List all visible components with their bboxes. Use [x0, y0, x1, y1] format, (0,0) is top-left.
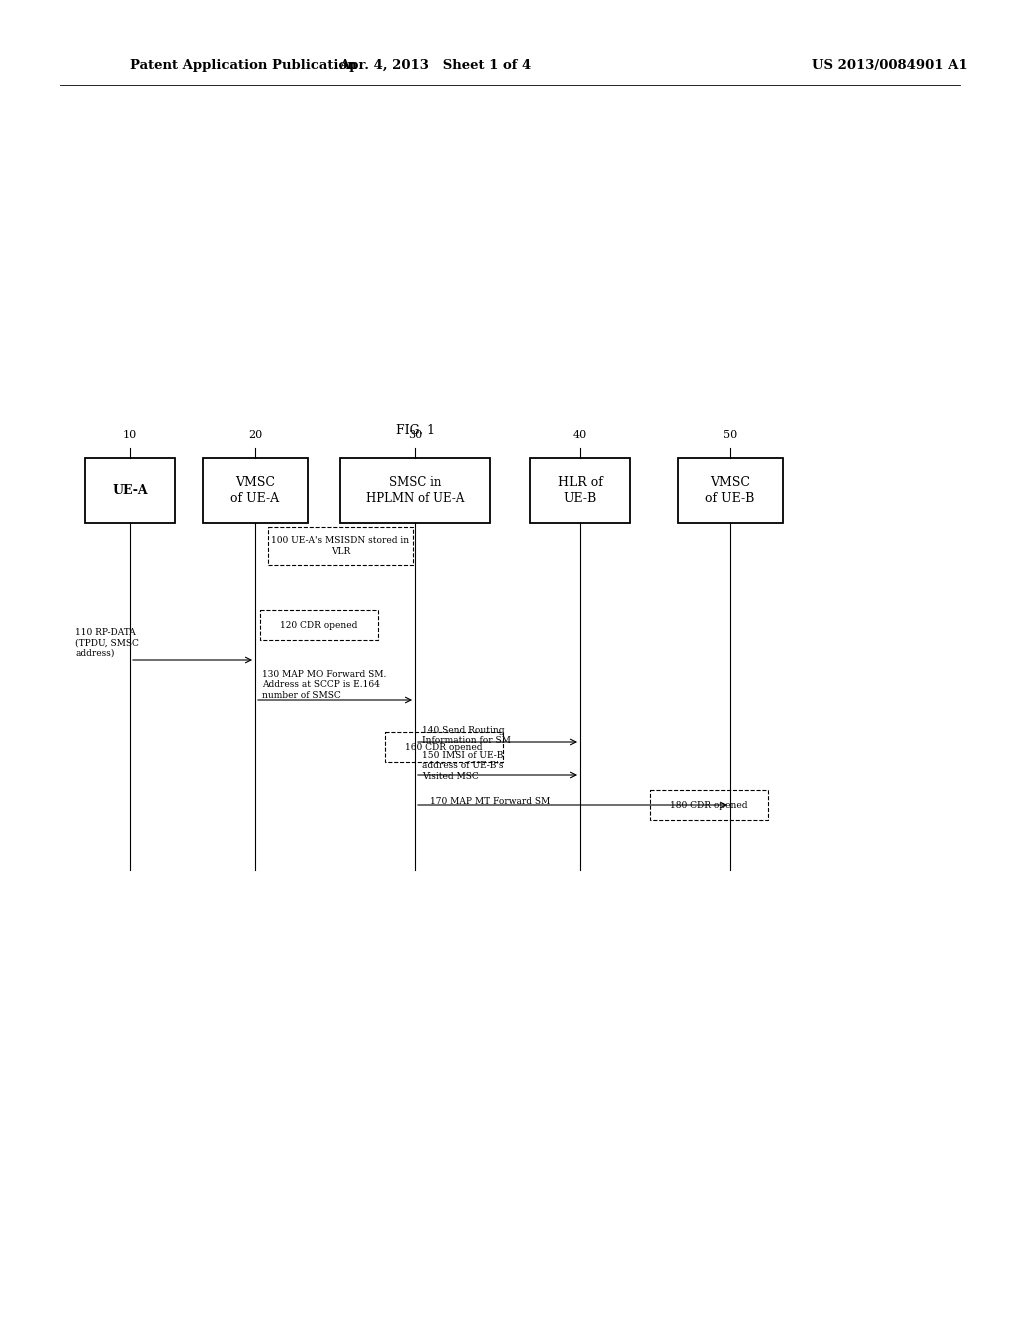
Text: 130 MAP MO Forward SM.
Address at SCCP is E.164
number of SMSC: 130 MAP MO Forward SM. Address at SCCP i…	[262, 671, 386, 700]
Text: 50: 50	[723, 430, 737, 441]
Text: 180 CDR opened: 180 CDR opened	[671, 800, 748, 809]
Bar	[260, 610, 378, 640]
Text: VMSC
of UE-B: VMSC of UE-B	[706, 475, 755, 504]
Bar	[678, 458, 782, 523]
Bar	[203, 458, 307, 523]
Text: UE-A: UE-A	[113, 483, 147, 496]
Bar	[650, 789, 768, 820]
Text: 10: 10	[123, 430, 137, 441]
Text: 20: 20	[248, 430, 262, 441]
Text: 120 CDR opened: 120 CDR opened	[281, 620, 357, 630]
Text: Patent Application Publication: Patent Application Publication	[130, 58, 356, 71]
Text: FIG. 1: FIG. 1	[395, 424, 434, 437]
Bar	[530, 458, 630, 523]
Text: US 2013/0084901 A1: US 2013/0084901 A1	[812, 58, 968, 71]
Text: 150 IMSI of UE-B
address of UE-B's
Visited MSC: 150 IMSI of UE-B address of UE-B's Visit…	[422, 751, 504, 781]
Bar	[385, 733, 503, 762]
Text: 110 RP-DATA
(TPDU, SMSC
address): 110 RP-DATA (TPDU, SMSC address)	[75, 628, 139, 657]
Text: 160 CDR opened: 160 CDR opened	[406, 742, 482, 751]
Bar	[340, 458, 490, 523]
Text: 170 MAP MT Forward SM: 170 MAP MT Forward SM	[430, 797, 550, 807]
Text: 30: 30	[408, 430, 422, 441]
Text: 100 UE-A's MSISDN stored in
VLR: 100 UE-A's MSISDN stored in VLR	[271, 536, 410, 556]
Bar	[85, 458, 175, 523]
Text: SMSC in
HPLMN of UE-A: SMSC in HPLMN of UE-A	[366, 475, 464, 504]
Text: VMSC
of UE-A: VMSC of UE-A	[230, 475, 280, 504]
Text: Apr. 4, 2013   Sheet 1 of 4: Apr. 4, 2013 Sheet 1 of 4	[339, 58, 531, 71]
Text: HLR of
UE-B: HLR of UE-B	[557, 475, 602, 504]
Text: 140 Send Routing
Information for SM: 140 Send Routing Information for SM	[422, 726, 511, 746]
Bar	[268, 527, 413, 565]
Text: 40: 40	[572, 430, 587, 441]
